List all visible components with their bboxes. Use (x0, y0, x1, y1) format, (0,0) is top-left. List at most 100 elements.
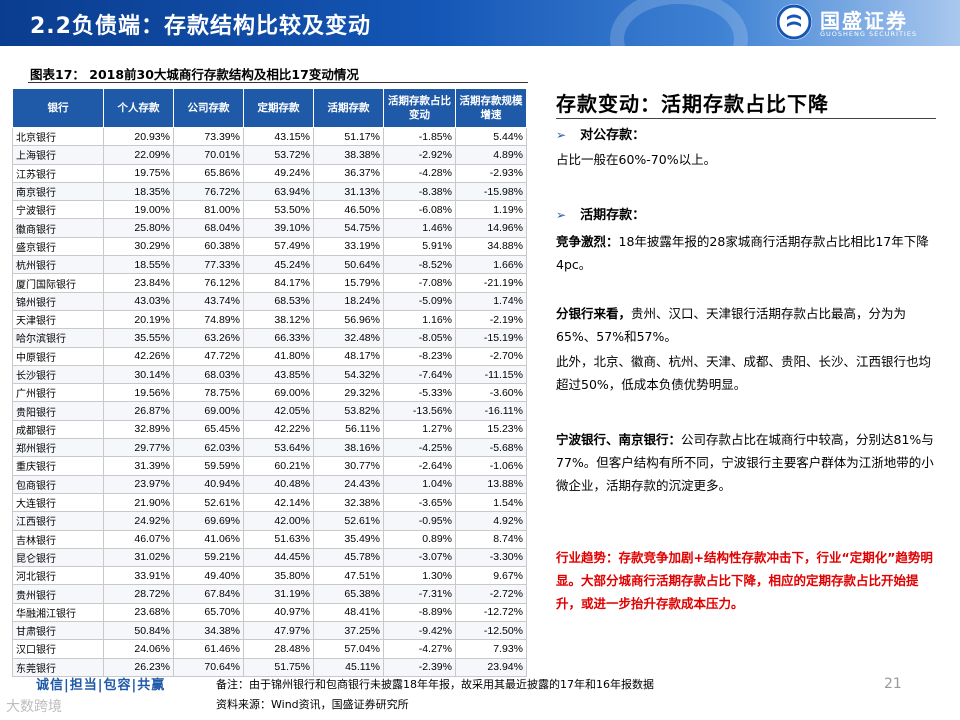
table-row: 东莞银行 26.23% 70.64% 51.75% 45.11% -2.39% 23.94% (12, 657, 527, 677)
value-cell: 31.13% (313, 181, 384, 202)
value-cell: 51.17% (313, 126, 384, 147)
bank-name-cell: 长沙银行 (12, 364, 104, 385)
bank-name-cell: 北京银行 (12, 126, 104, 147)
table-row: 河北银行 33.91% 49.40% 35.80% 47.51% 1.30% 9.67% (12, 566, 527, 586)
paragraph-lead: 竞争激烈： (556, 234, 619, 249)
value-cell: -7.64% (383, 364, 456, 385)
value-cell: -21.19% (455, 273, 527, 293)
bank-name-cell: 广州银行 (12, 383, 104, 403)
value-cell: -3.60% (455, 383, 527, 403)
value-cell: 74.89% (173, 309, 244, 330)
table-row: 杭州银行 18.55% 77.33% 45.24% 50.64% -8.52% 1.66% (12, 255, 527, 275)
value-cell: -8.05% (383, 328, 456, 348)
value-cell: 49.24% (243, 163, 314, 183)
corporate-deposit-text: 占比一般在60%-70%以上。 (556, 152, 717, 167)
bank-name-cell: 杭州银行 (12, 255, 104, 275)
value-cell: 69.00% (243, 383, 314, 403)
value-cell: -12.72% (455, 602, 527, 623)
value-cell: 46.07% (103, 529, 174, 549)
value-cell: 29.77% (103, 438, 174, 458)
value-cell: 54.75% (313, 218, 384, 238)
value-cell: 38.38% (313, 145, 384, 165)
value-cell: -4.25% (383, 438, 456, 458)
value-cell: 19.75% (103, 163, 174, 183)
paragraph-other-banks: 此外，北京、徽商、杭州、天津、成都、贵阳、长沙、江西银行也均超过50%，低成本负… (556, 354, 932, 392)
bank-name-cell: 昆仑银行 (12, 547, 104, 568)
table-row: 广州银行 19.56% 78.75% 69.00% 29.32% -5.33% -3.60% (12, 383, 527, 403)
value-cell: 35.80% (243, 566, 314, 586)
value-cell: 43.03% (103, 291, 174, 311)
value-cell: 33.19% (313, 236, 384, 257)
value-cell: -8.52% (383, 255, 456, 275)
value-cell: 1.27% (383, 419, 456, 440)
value-cell: -4.28% (383, 163, 456, 183)
table-row: 贵阳银行 26.87% 69.00% 42.05% 53.82% -13.56% -16.1… (12, 401, 527, 421)
value-cell: -5.09% (383, 291, 456, 311)
value-cell: -5.68% (455, 438, 527, 458)
value-cell: 65.70% (173, 602, 244, 623)
value-cell: 28.72% (103, 584, 174, 604)
table-row: 宁波银行 19.00% 81.00% 53.50% 46.50% -6.08% 1.19% (12, 200, 527, 220)
value-cell: 24.43% (313, 474, 384, 494)
bank-name-cell: 郑州银行 (12, 438, 104, 458)
value-cell: 31.02% (103, 547, 174, 568)
bullet-corporate-deposits: ➢ 对公存款： (556, 124, 940, 143)
value-cell: -0.95% (383, 511, 456, 531)
value-cell: 13.88% (455, 474, 527, 494)
value-cell: 76.12% (173, 273, 244, 293)
bank-name-cell: 南京银行 (12, 181, 104, 202)
chevron-right-icon: ➢ (556, 128, 567, 142)
bank-name-cell: 包商银行 (12, 474, 104, 494)
value-cell: 1.04% (383, 474, 456, 494)
value-cell: 68.53% (243, 291, 314, 311)
brand-name: 国盛证券 (820, 9, 908, 33)
value-cell: -8.89% (383, 602, 456, 623)
value-cell: 47.72% (173, 346, 244, 366)
value-cell: 59.21% (173, 547, 244, 568)
value-cell: 34.88% (455, 236, 527, 257)
value-cell: 7.93% (455, 639, 527, 659)
value-cell: -4.27% (383, 639, 456, 659)
value-cell: 14.96% (455, 218, 527, 238)
table-row: 成都银行 32.89% 65.45% 42.22% 56.11% 1.27% 15.23% (12, 419, 527, 440)
table-row: 锦州银行 43.03% 43.74% 68.53% 18.24% -5.09% 1.74% (12, 291, 527, 311)
value-cell: 1.16% (383, 309, 456, 330)
watermark: 大数跨境 (6, 699, 62, 715)
value-cell: 8.74% (455, 529, 527, 549)
value-cell: -8.38% (383, 181, 456, 202)
value-cell: 76.72% (173, 181, 244, 202)
value-cell: 18.35% (103, 181, 174, 202)
bank-name-cell: 重庆银行 (12, 456, 104, 476)
paragraph-body: 公司存款占比在城商行中较高，分别达81%与77%。但客户结构有所不同，宁波银行主… (556, 432, 934, 493)
table-row: 江西银行 24.92% 69.69% 42.00% 52.61% -0.95% 4.92% (12, 511, 527, 531)
value-cell: 20.19% (103, 309, 174, 330)
value-cell: 32.89% (103, 419, 174, 440)
value-cell: 47.97% (243, 621, 314, 641)
value-cell: 43.74% (173, 291, 244, 311)
value-cell: 1.66% (455, 255, 527, 275)
value-cell: 73.39% (173, 126, 244, 147)
table-row: 甘肃银行 50.84% 34.38% 47.97% 37.25% -9.42% -12.50… (12, 621, 527, 641)
table-row: 华融湘江银行 23.68% 65.70% 40.97% 48.41% -8.89% -12.… (12, 602, 527, 623)
footer-slogan: 诚信|担当|包容|共赢 (36, 678, 166, 693)
bank-name-cell: 汉口银行 (12, 639, 104, 659)
column-header: 公司存款 (173, 88, 244, 128)
footer-source: 资料来源：Wind资讯，国盛证券研究所 (216, 698, 409, 711)
value-cell: 46.50% (313, 200, 384, 220)
paragraph-lead: 分银行来看， (556, 306, 632, 321)
bank-name-cell: 上海银行 (12, 145, 104, 165)
bank-name-cell: 徽商银行 (12, 218, 104, 238)
table-row: 北京银行 20.93% 73.39% 43.15% 51.17% -1.85% 5.44% (12, 126, 527, 147)
bank-name-cell: 盛京银行 (12, 236, 104, 257)
value-cell: 65.86% (173, 163, 244, 183)
value-cell: 35.55% (103, 328, 174, 348)
value-cell: 26.23% (103, 657, 174, 677)
value-cell: 51.75% (243, 657, 314, 677)
paragraph-by-bank: 分银行来看，贵州、汉口、天津银行活期存款占比最高，分为为65%、57%和57%。 (556, 302, 940, 348)
value-cell: -3.30% (455, 547, 527, 568)
value-cell: 78.75% (173, 383, 244, 403)
value-cell: 23.84% (103, 273, 174, 293)
value-cell: 40.94% (173, 474, 244, 494)
chevron-right-icon: ➢ (556, 208, 567, 222)
value-cell: 45.24% (243, 255, 314, 275)
